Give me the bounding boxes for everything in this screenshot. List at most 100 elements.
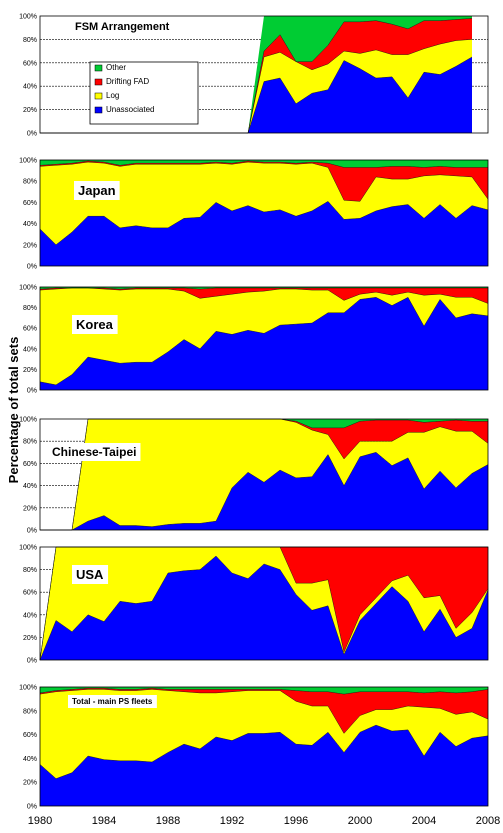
boundary-unassociated (39, 201, 489, 246)
x-tick-label: 1996 (284, 815, 308, 827)
x-tick-label: 2004 (412, 815, 436, 827)
panel-title: Total - main PS fleets (72, 697, 153, 706)
y-tick-label: 100% (19, 285, 37, 292)
y-tick-label: 40% (23, 612, 37, 619)
y-tick-label: 0% (27, 131, 37, 138)
y-tick-label: 80% (23, 305, 37, 312)
area-unassociated (40, 725, 488, 806)
area-unassociated (40, 297, 488, 390)
area-log (40, 162, 488, 245)
y-tick-label: 40% (23, 346, 37, 353)
panel-title-box (72, 565, 109, 584)
area-drifting-fad (40, 547, 488, 660)
area-unassociated (40, 556, 488, 660)
y-tick-label: 80% (23, 567, 37, 574)
area-log (40, 689, 488, 779)
x-tick-label: 2000 (348, 815, 372, 827)
area-drifting-fad (40, 288, 488, 304)
area-unassociated (40, 56, 472, 134)
panel-japan: 0% 20% 40% 60% 80% 100% Japan (19, 158, 489, 271)
y-tick-label: 20% (23, 367, 37, 374)
area-drifting-fad (40, 688, 488, 734)
area-drifting-fad (40, 161, 488, 202)
y-tick-label: 80% (23, 179, 37, 186)
chart-panels: 0% 20% 40% 60% 80% 100% FSM Arrangement Other Dr… (19, 14, 489, 811)
y-tick-label: 20% (23, 780, 37, 787)
panel-title-box (72, 315, 118, 334)
boundary-log (39, 287, 489, 304)
boundary-unassociated (39, 555, 489, 661)
boundary-drifting-fad (39, 160, 488, 168)
boundary-log (39, 161, 489, 202)
y-tick-label: 40% (23, 756, 37, 763)
area-log (40, 288, 488, 385)
y-tick-label: 100% (19, 545, 37, 552)
y-tick-label: 0% (27, 658, 37, 665)
legend: Other Drifting FAD Log Unassociated (89, 61, 199, 125)
area-log (40, 39, 472, 133)
plot-frame (39, 546, 489, 661)
legend-swatch-unassociated (94, 106, 103, 114)
y-tick-label: 100% (19, 417, 37, 424)
y-tick-label: 100% (19, 14, 37, 21)
panel-korea: 0% 20% 40% 60% 80% 100% Korea (19, 285, 489, 395)
panel-title-box (68, 695, 157, 708)
panel-title: Chinese-Taipei (52, 445, 136, 459)
y-tick-label: 100% (19, 158, 37, 165)
y-tick-label: 40% (23, 221, 37, 228)
legend-swatch-other (94, 64, 103, 72)
panel-chinese-taipei: 0% 20% 40% 60% 80% 100% Chinese-Taipei (19, 417, 489, 535)
boundary-drifting-fad (39, 287, 488, 290)
legend-swatch-drifting-fad (94, 78, 103, 86)
y-tick-label: 60% (23, 60, 37, 67)
y-tick-label: 60% (23, 200, 37, 207)
area-drifting-fad (40, 18, 472, 134)
y-tick-label: 20% (23, 107, 37, 114)
panel-title: Korea (76, 317, 114, 332)
y-tick-label: 40% (23, 84, 37, 91)
panel-usa: 0% 20% 40% 60% 80% 100% USA (19, 545, 489, 665)
area-other (40, 160, 488, 168)
panel-title-box (74, 181, 120, 200)
x-tick-label: 2008 (476, 815, 500, 827)
x-tick-label: 1992 (220, 815, 244, 827)
boundary-log (39, 689, 489, 734)
area-log (40, 547, 488, 660)
y-tick-label: 0% (27, 264, 37, 271)
plot-frame (39, 159, 489, 267)
boundary-drifting-fad (39, 687, 489, 695)
area-other (40, 16, 472, 133)
boundary-unassociated (39, 724, 489, 779)
y-tick-label: 0% (27, 804, 37, 811)
legend-frame (89, 61, 199, 125)
y-tick-label: 80% (23, 439, 37, 446)
legend-label-drifting-fad: Drifting FAD (106, 77, 149, 86)
area-log (40, 419, 488, 530)
x-axis-labels: 1980 1984 1988 1992 1996 2000 2004 2008 (28, 815, 500, 827)
y-tick-label: 0% (27, 528, 37, 535)
legend-label-other: Other (106, 63, 126, 72)
plot-frame (39, 286, 489, 391)
legend-swatch-log (94, 92, 103, 100)
plot-frame (39, 418, 489, 531)
y-tick-label: 100% (19, 685, 37, 692)
y-tick-label: 80% (23, 708, 37, 715)
panel-title-box (48, 443, 141, 461)
y-tick-label: 60% (23, 461, 37, 468)
y-tick-label: 60% (23, 590, 37, 597)
boundary-unassociated (39, 297, 489, 386)
y-axis-label: Percentage of total sets (6, 337, 21, 484)
y-tick-label: 40% (23, 483, 37, 490)
y-tick-label: 20% (23, 242, 37, 249)
plot-frame (39, 686, 489, 807)
legend-label-unassociated: Unassociated (106, 105, 154, 114)
plot-frame (39, 15, 489, 134)
area-unassociated (40, 201, 488, 266)
x-tick-label: 1984 (92, 815, 116, 827)
panel-fsm-arrangement: 0% 20% 40% 60% 80% 100% FSM Arrangement Other Dr… (19, 14, 489, 138)
panel-total-main-ps-fleets: 0% 20% 40% 60% 80% 100% Total - main PS fleets (19, 685, 489, 811)
y-tick-label: 20% (23, 635, 37, 642)
panel-title: FSM Arrangement (75, 21, 170, 33)
panel-title: USA (76, 567, 104, 582)
